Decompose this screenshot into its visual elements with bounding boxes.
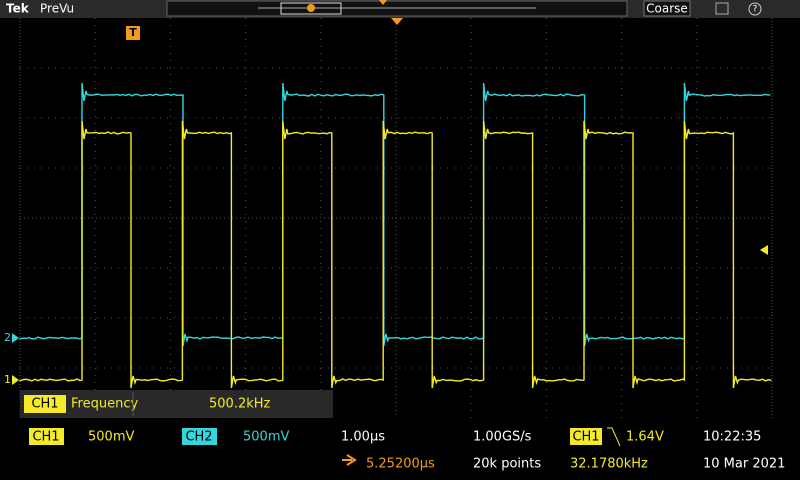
delay[interactable]: 5.25200µs xyxy=(366,457,435,472)
trigger-source[interactable]: CH1 xyxy=(572,430,599,445)
clock-date: 10 Mar 2021 xyxy=(703,457,785,472)
oscilloscope-screen: Tek PreVu Coarse ? T 2 1 CH1 Frequency 5… xyxy=(0,0,800,480)
measurement-channel: CH1 xyxy=(31,397,58,412)
clock-time: 10:22:35 xyxy=(703,430,761,445)
ch1-label[interactable]: CH1 xyxy=(32,430,59,445)
trigger-flag-label: T xyxy=(129,26,137,39)
help-glyph: ? xyxy=(753,5,758,15)
mode: PreVu xyxy=(40,2,74,16)
record-trigger xyxy=(307,4,315,12)
sample-rate[interactable]: 1.00GS/s xyxy=(473,430,532,445)
ch1-marker-label: 1 xyxy=(4,373,11,386)
coarse-label[interactable]: Coarse xyxy=(646,2,688,16)
measurement-value: 500.2kHz xyxy=(209,397,271,412)
trigger-level-value[interactable]: 1.64V xyxy=(626,430,664,445)
measurement-panel[interactable] xyxy=(20,390,333,418)
trigger-frequency: 32.1780kHz xyxy=(570,457,648,472)
ch1-scale[interactable]: 500mV xyxy=(88,430,134,445)
measurement-name: Frequency xyxy=(71,397,138,412)
record-length[interactable]: 20k points xyxy=(473,457,541,472)
ch2-scale[interactable]: 500mV xyxy=(243,430,289,445)
ch2-marker-label: 2 xyxy=(4,331,11,344)
brand: Tek xyxy=(6,2,30,16)
timebase[interactable]: 1.00µs xyxy=(341,430,385,445)
ch2-label[interactable]: CH2 xyxy=(185,430,212,445)
